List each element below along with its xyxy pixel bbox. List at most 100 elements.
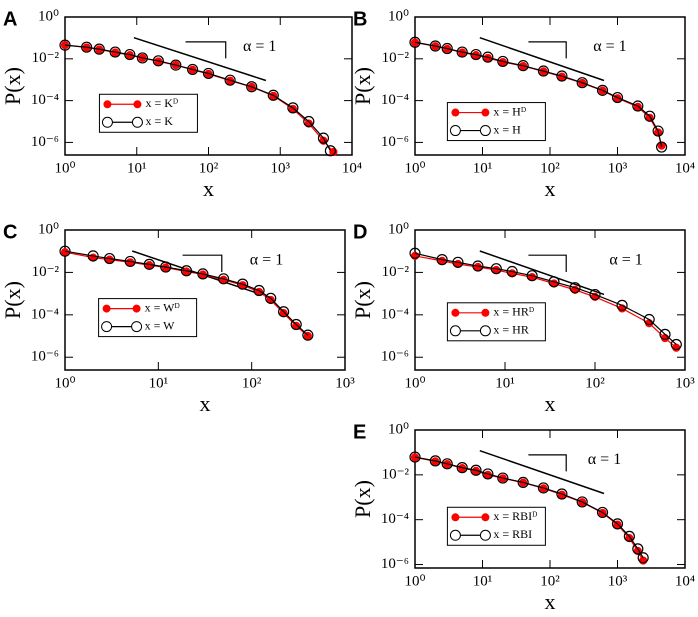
y-tick-label: 10⁻⁶: [31, 349, 59, 365]
x-tick-label: 10¹: [473, 573, 493, 589]
x-tick-label: 10⁴: [675, 160, 695, 176]
slope-bracket: [528, 41, 567, 59]
data-point: [290, 318, 302, 331]
x-tick-label: 10³: [608, 160, 628, 176]
legend-marker: [449, 325, 461, 337]
panel-label: A: [3, 8, 17, 30]
legend-marker: [451, 108, 460, 117]
x-axis-label: x: [545, 589, 556, 614]
x-tick-label: 10²: [540, 160, 560, 176]
y-tick-label: 10⁻²: [32, 50, 60, 66]
data-point: [186, 63, 199, 76]
data-point: [517, 60, 529, 72]
legend-marker: [131, 116, 143, 128]
data-point: [596, 506, 609, 519]
legend-marker: [131, 321, 143, 333]
slope-annotation: α = 1: [609, 251, 642, 268]
data-point: [105, 255, 114, 264]
data-point: [441, 458, 453, 470]
data-point: [506, 265, 518, 278]
data-point: [517, 476, 529, 489]
data-point: [569, 282, 581, 294]
y-tick-label: 10⁻⁶: [381, 556, 409, 572]
legend-marker: [481, 108, 490, 117]
data-point: [267, 89, 279, 101]
x-tick-label: 10³: [608, 573, 628, 589]
legend-marker: [479, 125, 491, 137]
data-point: [490, 263, 502, 275]
legend-marker: [449, 529, 461, 541]
data-point: [637, 552, 649, 564]
data-point: [246, 81, 258, 93]
data-point: [124, 48, 136, 61]
slope-guide: [133, 36, 267, 82]
data-point: [160, 261, 172, 273]
data-point: [672, 343, 681, 352]
x-tick-label: 10²: [199, 160, 219, 176]
legend-marker: [101, 116, 113, 128]
y-tick-label: 10⁻⁴: [381, 511, 409, 527]
x-tick-label: 10⁴: [342, 160, 362, 176]
slope-bracket: [528, 454, 567, 472]
data-point: [237, 278, 249, 290]
data-point: [287, 102, 299, 114]
legend-label: x = HRᴰ: [493, 305, 534, 319]
x-tick-label: 10¹: [495, 375, 515, 391]
data-point: [93, 43, 105, 55]
data-point: [556, 70, 568, 82]
data-point: [632, 543, 644, 555]
data-point: [576, 77, 588, 89]
x-tick-label: 10⁰: [54, 375, 75, 391]
data-point: [643, 313, 655, 326]
data-point: [659, 328, 671, 340]
y-axis-label: P(x): [350, 480, 375, 518]
data-point: [429, 455, 441, 467]
legend-label: x = RBIᴰ: [493, 509, 537, 523]
y-tick-label: 10⁻⁴: [381, 92, 409, 108]
data-point: [632, 100, 644, 112]
plot-frame: [414, 229, 686, 371]
legend-box: [446, 302, 546, 342]
data-point: [497, 55, 509, 68]
data-point: [548, 276, 560, 288]
legend-label: x = H: [493, 122, 521, 136]
panel: C 10⁰ 10¹ 10² 10³ 10⁰ 10⁻² 10⁻⁴ 10⁻⁶ x P(x) α = 1 x …: [0, 221, 355, 416]
data-point: [59, 39, 71, 51]
series-line: [414, 456, 644, 559]
data-point: [170, 59, 182, 71]
y-tick-label: 10⁰: [388, 421, 409, 437]
data-point: [670, 338, 682, 351]
slope-bracket: [185, 41, 227, 59]
data-point: [253, 284, 265, 297]
x-axis-label: x: [203, 176, 214, 201]
x-tick-label: 10²: [585, 375, 605, 391]
panel-label: B: [353, 8, 367, 30]
legend-box: [98, 298, 198, 338]
data-point: [197, 268, 209, 280]
legend-marker: [133, 100, 142, 109]
data-point: [616, 299, 628, 311]
x-tick-label: 10⁴: [675, 573, 695, 589]
slope-bracket: [182, 254, 223, 272]
panel: D 10⁰ 10¹ 10² 10³ 10⁰ 10⁻² 10⁻⁴ 10⁻⁶ x P(x) α = 1 x …: [350, 221, 695, 416]
legend-label: x = Wᴰ: [145, 300, 180, 314]
panel: B 10⁰ 10¹ 10² 10³ 10⁴ 10⁰ 10⁻² 10⁻⁴ 10⁻⁶ x P(x) α = …: [350, 8, 695, 201]
x-tick-label: 10³: [271, 160, 291, 176]
data-point: [456, 46, 468, 58]
y-tick-label: 10⁻²: [382, 466, 410, 482]
y-tick-label: 10⁰: [388, 8, 409, 24]
slope-annotation: α = 1: [588, 451, 621, 468]
panel-label: D: [353, 221, 367, 243]
legend-marker: [132, 304, 141, 313]
legend-label: x = W: [145, 318, 176, 332]
y-axis-label: P(x): [350, 67, 375, 105]
data-point: [324, 145, 337, 157]
y-tick-label: 10⁻²: [32, 264, 60, 280]
y-tick-label: 10⁻⁶: [381, 349, 409, 365]
data-point: [303, 115, 315, 128]
panel: A 10⁰ 10¹ 10² 10³ 10⁴ 10⁰ 10⁻² 10⁻⁴ 10⁻⁶ x P(x) α = …: [0, 8, 362, 201]
data-point: [655, 141, 668, 153]
data-point: [497, 472, 509, 484]
legend-marker: [102, 304, 111, 313]
slope-annotation: α = 1: [593, 38, 626, 55]
